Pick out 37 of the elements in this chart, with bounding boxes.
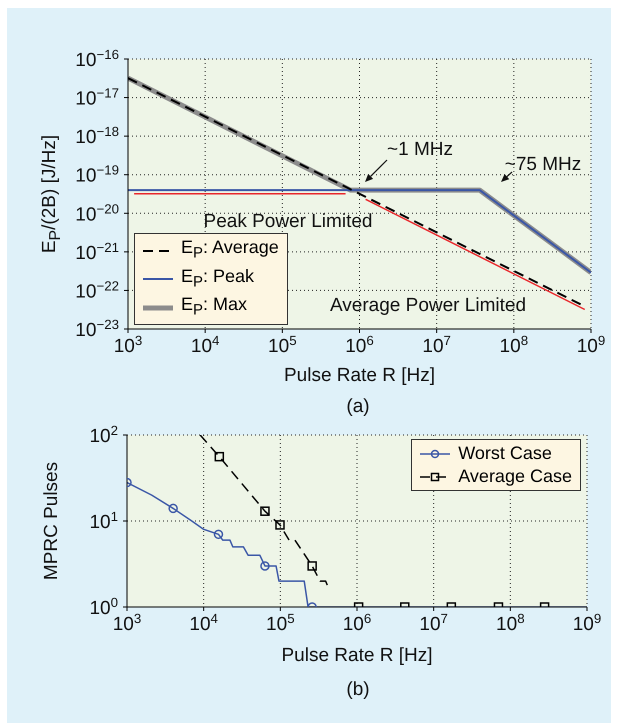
x-tick-label: 10$^{8}$ (500, 332, 528, 357)
x-tick-label: 10$^{4}$ (189, 610, 218, 635)
text: (b) (346, 679, 370, 701)
y-axis-title: MPRC Pulses (41, 462, 63, 580)
x-tick-label: 10$^{3}$ (114, 332, 142, 357)
y-tick-label: 10$^{2}$ (89, 422, 118, 447)
y-tick-label: 10$^{−21}$ (75, 239, 119, 264)
y-tick-label: 10$^{−18}$ (75, 124, 119, 148)
x-tick-label: 10$^{9}$ (572, 610, 602, 635)
y-tick-label: 10$^{−19}$ (75, 162, 119, 187)
legend-label: E$_{P}$: Average (181, 236, 279, 264)
x-tick-label: 10$^{3}$ (112, 610, 142, 635)
y-tick-label: 10$^{−16}$ (75, 46, 119, 71)
x-tick-label: 10$^{7}$ (422, 332, 451, 357)
x-tick-label: 10$^{7}$ (419, 610, 448, 635)
legend-label: Average Case (458, 465, 572, 488)
x-tick-label: 10$^{5}$ (266, 610, 295, 635)
annotation: Peak Power Limited (204, 211, 372, 233)
y-tick-label: 10$^{−20}$ (75, 200, 119, 226)
legend-label: E$_{P}$: Max (181, 293, 248, 321)
legend-label: Worst Case (458, 442, 552, 465)
y-tick-label: 10$^{−22}$ (75, 278, 119, 302)
x-axis-title: Pulse Rate R [Hz] (282, 645, 432, 667)
annotation: Average Power Limited (330, 295, 526, 317)
legend-label: E$_{P}$: Peak (181, 264, 254, 292)
annotation: ~1 MHz (387, 139, 453, 161)
x-tick-label: 10$^{4}$ (190, 332, 220, 357)
x-tick-label: 10$^{6}$ (345, 332, 374, 357)
text: (a) (346, 396, 370, 418)
y-tick-label: 10$^{1}$ (89, 508, 118, 533)
y-tick-label: 10$^{−17}$ (75, 85, 119, 110)
x-axis-title: Pulse Rate R [Hz] (284, 365, 435, 387)
annotation: ~75 MHz (504, 154, 582, 176)
x-tick-label: 10$^{8}$ (496, 610, 525, 635)
x-tick-label: 10$^{6}$ (342, 610, 372, 635)
x-tick-label: 10$^{9}$ (576, 332, 606, 357)
x-tick-label: 10$^{5}$ (268, 332, 297, 357)
